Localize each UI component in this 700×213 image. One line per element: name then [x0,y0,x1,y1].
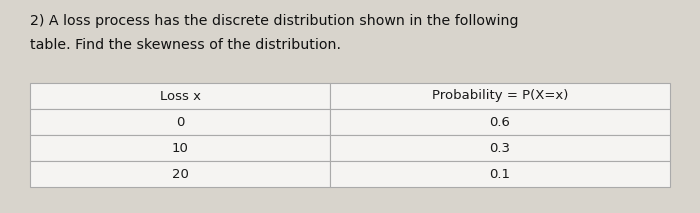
Bar [30,135,330,161]
Text: table. Find the skewness of the distribution.: table. Find the skewness of the distribu… [30,38,341,52]
Bar [330,161,670,187]
Bar [330,109,670,135]
Text: 0.3: 0.3 [489,141,510,154]
Bar [330,83,670,109]
Text: 20: 20 [172,167,188,180]
Bar [30,83,330,109]
Text: 0.1: 0.1 [489,167,510,180]
Text: 0.6: 0.6 [489,115,510,128]
Text: Loss x: Loss x [160,89,200,102]
Text: 10: 10 [172,141,188,154]
Text: 0: 0 [176,115,184,128]
Bar [30,109,330,135]
Bar [30,161,330,187]
Text: 2) A loss process has the discrete distribution shown in the following: 2) A loss process has the discrete distr… [30,14,519,28]
Text: Probability = P(X=x): Probability = P(X=x) [432,89,568,102]
Bar [330,135,670,161]
